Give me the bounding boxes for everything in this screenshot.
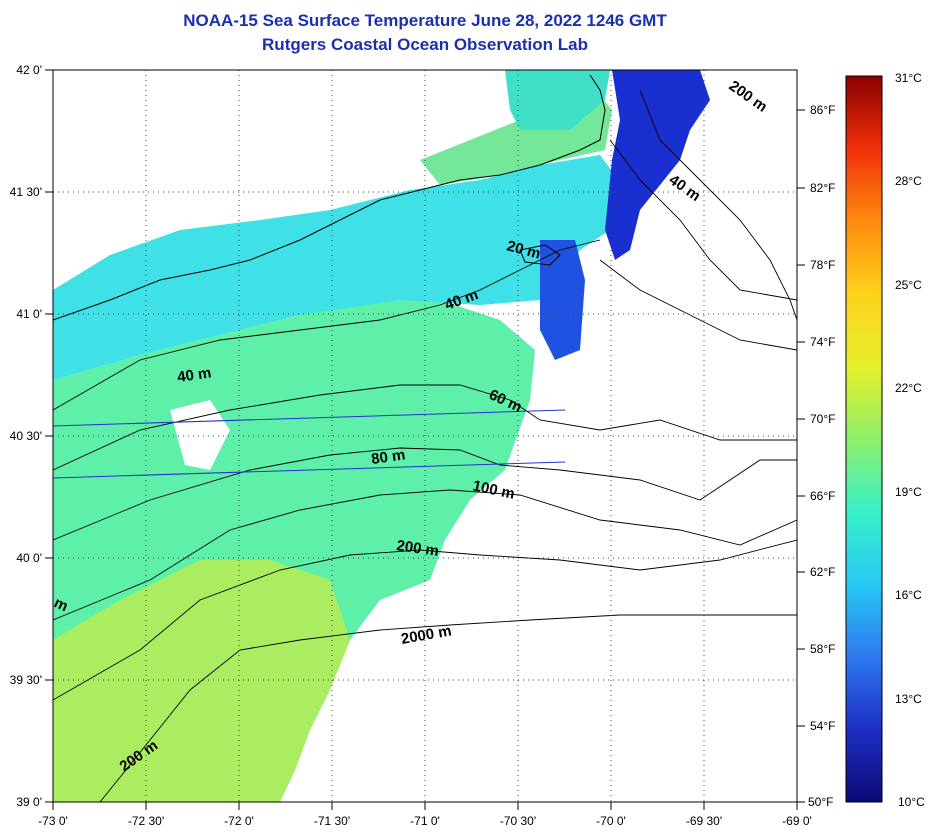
lat-label: 41 0': [16, 307, 42, 321]
fahrenheit-label: 86°F: [810, 103, 835, 117]
graticule: [53, 70, 797, 802]
lon-label: -71 0': [410, 814, 440, 828]
map-subtitle: Rutgers Coastal Ocean Observation Lab: [262, 35, 588, 54]
fahrenheit-label: 62°F: [810, 565, 835, 579]
lon-label: -70 0': [596, 814, 626, 828]
lat-label: 39 0': [16, 795, 42, 809]
sst-field-top-patch: [505, 70, 610, 130]
contour-label-40m-west: 40 m: [176, 364, 212, 386]
lat-label: 39 30': [10, 673, 42, 687]
sst-field-cold-front: [540, 240, 585, 360]
contour-label-80m: 80 m: [370, 446, 406, 468]
celsius-label: 16°C: [895, 588, 922, 602]
swath-line-lower: [53, 461, 566, 479]
fahrenheit-label: 74°F: [810, 335, 835, 349]
celsius-label: 19°C: [895, 485, 922, 499]
sst-field-cyan-inshore: [53, 155, 615, 380]
lon-label: -72 30': [128, 814, 164, 828]
contour-label-200m-mid: 200 m: [395, 537, 439, 560]
celsius-label: 28°C: [895, 174, 922, 188]
coastline-island: [519, 244, 561, 266]
coastline: [53, 74, 606, 321]
axis-ticks: [45, 69, 805, 810]
celsius-label: 13°C: [895, 692, 922, 706]
lat-label: 42 0': [16, 63, 42, 77]
fahrenheit-label: 58°F: [810, 642, 835, 656]
fahrenheit-label: 50°F: [808, 795, 833, 809]
map-title: NOAA-15 Sea Surface Temperature June 28,…: [183, 11, 667, 30]
map-panel: [45, 69, 805, 810]
lat-label: 40 30': [10, 429, 42, 443]
fahrenheit-label: 78°F: [810, 258, 835, 272]
colorbar: 31°C 28°C 25°C 22°C 19°C 16°C 13°C 10°C: [845, 71, 925, 809]
lon-label: -73 0': [38, 814, 68, 828]
swath-line-upper: [53, 409, 566, 427]
celsius-label: 10°C: [898, 795, 925, 809]
fahrenheit-label: 54°F: [810, 719, 835, 733]
sst-data-layer: [53, 70, 797, 802]
fahrenheit-scale: 86°F 82°F 78°F 74°F 70°F 66°F 62°F 58°F …: [808, 103, 835, 809]
colorbar-gradient: [845, 75, 883, 803]
lon-label: -72 0': [224, 814, 254, 828]
lon-label: -70 30': [500, 814, 536, 828]
longitude-labels: -73 0' -72 30' -72 0' -71 30' -71 0' -70…: [38, 814, 812, 828]
lon-label: -69 0': [782, 814, 812, 828]
fahrenheit-label: 66°F: [810, 489, 835, 503]
sst-field-cold-north: [605, 70, 710, 260]
bathymetry-contours: [53, 89, 797, 802]
contour-label-m-edge: m: [51, 594, 70, 615]
fahrenheit-label: 70°F: [810, 412, 835, 426]
lat-label: 40 0': [16, 551, 42, 565]
latitude-labels: 42 0' 41 30' 41 0' 40 30' 40 0' 39 30' 3…: [10, 63, 42, 809]
lon-label: -69 30': [686, 814, 722, 828]
celsius-label: 22°C: [895, 381, 922, 395]
fahrenheit-label: 82°F: [810, 181, 835, 195]
celsius-label: 31°C: [895, 71, 922, 85]
sst-gap-white: [170, 400, 230, 470]
celsius-label: 25°C: [895, 278, 922, 292]
lat-label: 41 30': [10, 185, 42, 199]
lon-label: -71 30': [314, 814, 350, 828]
